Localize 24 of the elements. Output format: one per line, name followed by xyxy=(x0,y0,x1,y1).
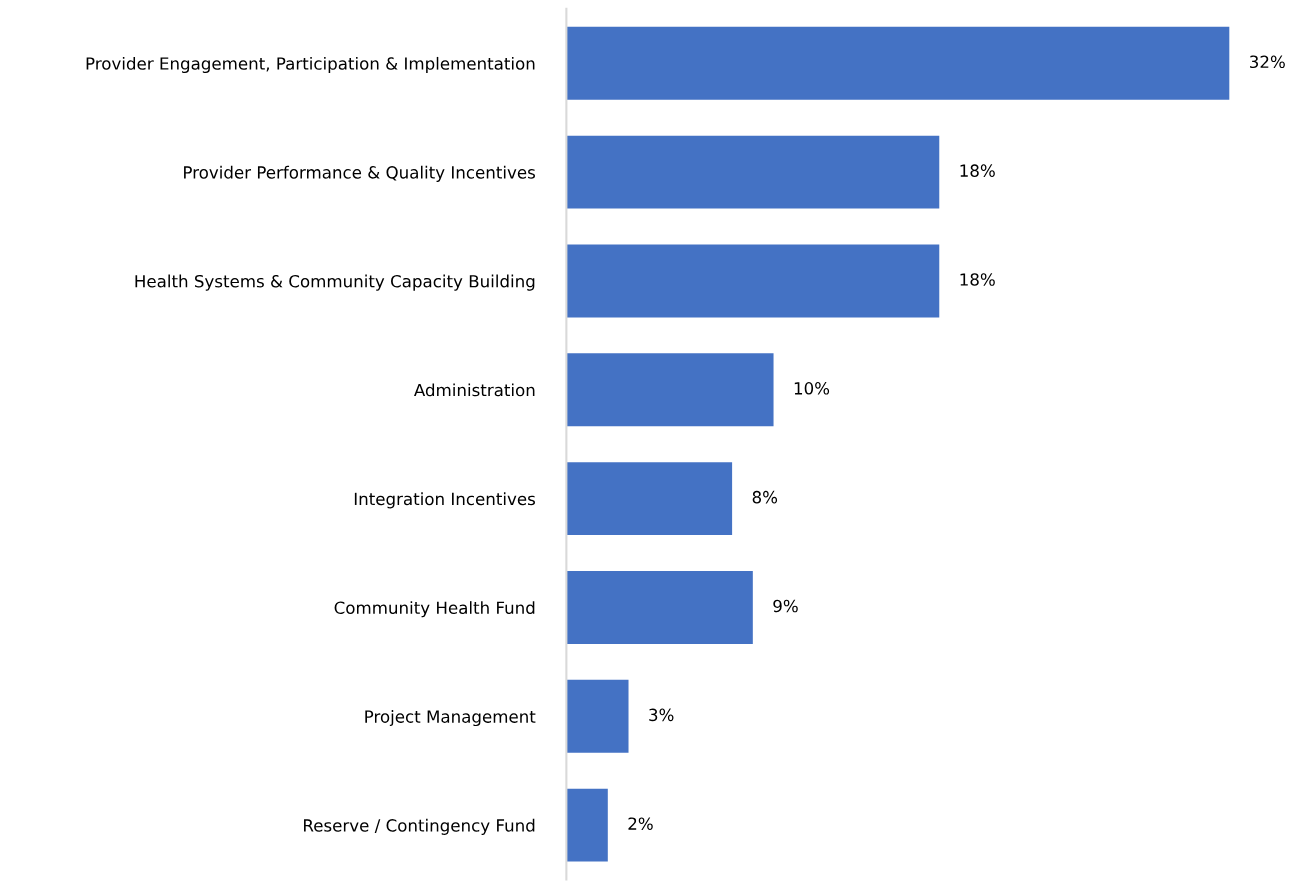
bar xyxy=(566,788,608,862)
y-tick-label: Provider Engagement, Participation & Implementation xyxy=(86,56,535,74)
y-tick-label: Reserve / Contingency Fund xyxy=(304,818,535,835)
data-label: 8% xyxy=(752,490,778,504)
y-tick-label: Administration xyxy=(413,383,535,397)
bar xyxy=(566,26,1230,100)
data-label: 32% xyxy=(1250,55,1285,69)
data-label: 18% xyxy=(960,164,995,177)
y-tick-label: Project Management xyxy=(365,709,536,727)
data-label: 18% xyxy=(960,273,995,286)
data-label: 9% xyxy=(773,599,798,613)
y-tick-label: Community Health Fund xyxy=(334,601,535,618)
data-label: 2% xyxy=(628,817,653,830)
bar xyxy=(566,135,940,209)
bar xyxy=(566,353,774,427)
y-tick-label: Provider Performance & Quality Incentives xyxy=(184,165,535,182)
data-label: 10% xyxy=(794,382,830,395)
y-tick-label: Health Systems & Community Capacity Building xyxy=(135,274,535,291)
y-tick-label: Integration Incentives xyxy=(354,492,535,509)
data-label: 3% xyxy=(649,708,674,722)
bar xyxy=(566,244,940,318)
bar xyxy=(566,462,733,536)
bar xyxy=(566,679,629,753)
bar xyxy=(566,571,753,644)
